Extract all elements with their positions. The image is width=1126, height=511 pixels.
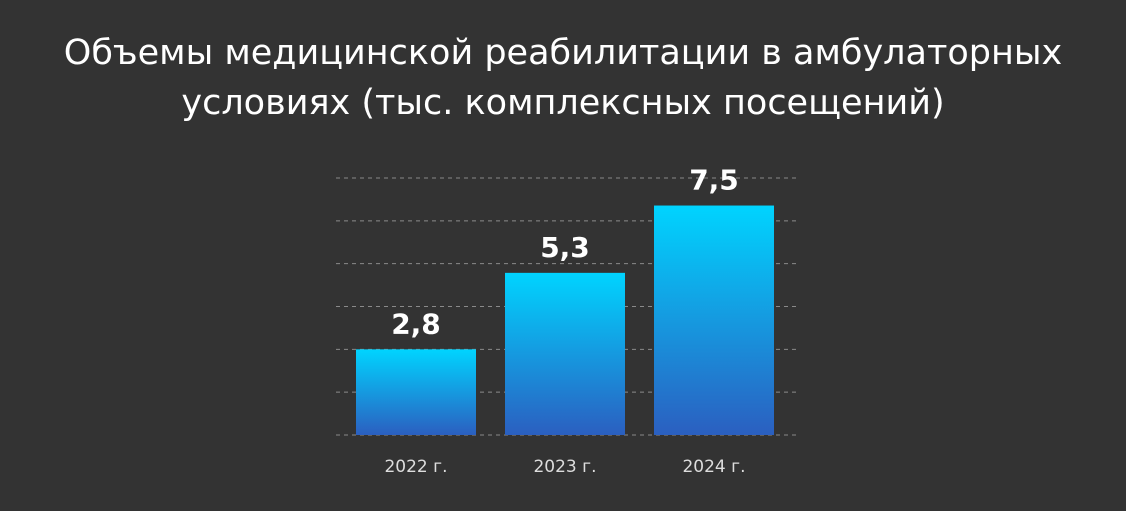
bar (356, 349, 476, 435)
x-tick-label: 2022 г. (384, 457, 447, 477)
value-label: 7,5 (689, 164, 739, 197)
value-label: 2,8 (391, 307, 441, 340)
bar (654, 205, 774, 435)
value-label: 5,3 (540, 231, 590, 264)
x-tick-label: 2024 г. (682, 457, 745, 477)
bar (505, 272, 625, 435)
x-tick-label: 2023 г. (533, 457, 596, 477)
chart-title: Объемы медицинской реабилитации в амбула… (63, 33, 1063, 123)
